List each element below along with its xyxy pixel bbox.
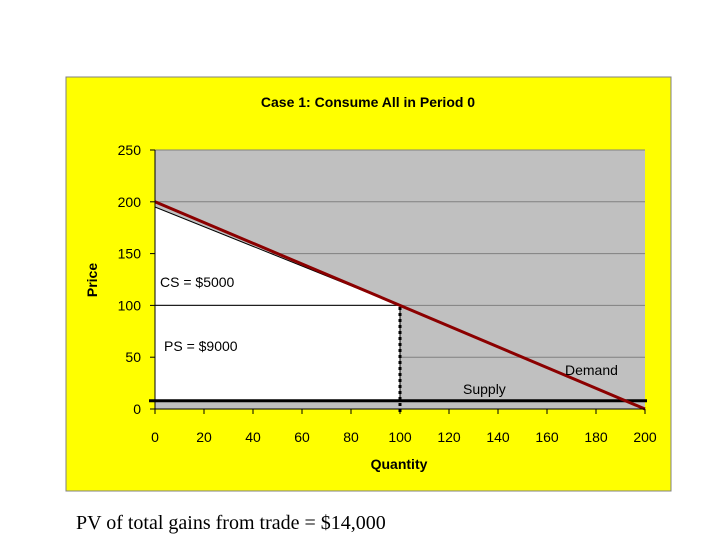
demand-line — [154, 200, 646, 411]
x-tick-label: 60 — [294, 429, 310, 445]
region-label-ps: PS = $9000 — [164, 338, 238, 354]
x-tick-label: 0 — [151, 429, 159, 445]
series — [149, 200, 647, 412]
y-axis-label: Price — [84, 263, 100, 297]
chart-title: Case 1: Consume All in Period 0 — [261, 94, 475, 110]
gains-caption: PV of total gains from trade = $14,000 — [76, 512, 386, 534]
y-tick-label: 50 — [125, 349, 141, 365]
x-tick-label: 140 — [486, 429, 510, 445]
x-tick-label: 80 — [343, 429, 359, 445]
x-tick-label: 40 — [245, 429, 261, 445]
x-tick-label: 20 — [196, 429, 212, 445]
x-axis-label: Quantity — [371, 456, 428, 472]
y-tick-label: 250 — [118, 142, 142, 158]
series-label-supply: Supply — [463, 381, 506, 397]
series-label-demand: Demand — [565, 362, 618, 378]
x-tick-label: 180 — [584, 429, 608, 445]
y-tick-label: 100 — [118, 297, 142, 313]
x-axis: 0 20 40 60 80 100 120 140 160 180 200 — [151, 408, 657, 445]
y-axis: 0 50 100 150 200 250 — [118, 142, 156, 417]
y-tick-label: 200 — [118, 194, 142, 210]
x-tick-label: 100 — [388, 429, 412, 445]
y-tick-label: 150 — [118, 246, 142, 262]
y-tick-label: 0 — [133, 401, 141, 417]
x-tick-label: 160 — [535, 429, 559, 445]
region-label-cs: CS = $5000 — [160, 274, 235, 290]
x-tick-label: 120 — [437, 429, 461, 445]
x-tick-label: 200 — [633, 429, 657, 445]
